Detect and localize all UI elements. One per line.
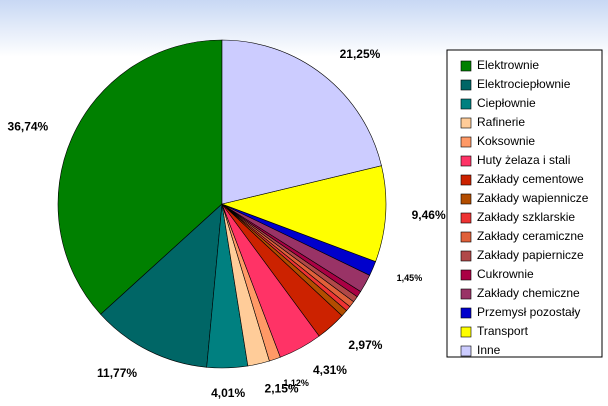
legend-swatch <box>460 193 472 205</box>
legend-swatch <box>460 117 472 129</box>
legend-label: Rafinerie <box>477 115 525 129</box>
legend-swatch <box>460 155 472 167</box>
legend-label: Zakłady szklarskie <box>477 210 575 224</box>
data-label: 21,25% <box>340 47 381 61</box>
legend-label: Koksownie <box>477 134 535 148</box>
legend-swatch <box>460 269 472 281</box>
legend-label: Elektrociepłownie <box>477 77 571 91</box>
pie-slice <box>221 39 382 205</box>
legend-label: Inne <box>477 343 501 357</box>
legend-swatch <box>460 326 472 338</box>
data-label: 4,31% <box>313 363 347 377</box>
legend-label: Przemysł pozostały <box>477 305 580 319</box>
legend-label: Cukrownie <box>477 267 534 281</box>
legend-label: Zakłady wapiennicze <box>477 191 589 205</box>
legend: Elektrownie Elektrociepłownie Ciepłownie Ra… <box>460 58 589 357</box>
data-label: 9,46% <box>412 208 446 222</box>
legend-swatch <box>460 79 472 91</box>
data-label: 11,77% <box>97 366 137 380</box>
legend-swatch <box>460 345 472 357</box>
legend-swatch <box>460 174 472 186</box>
legend-label: Huty żelaza i stali <box>477 153 570 167</box>
pie: 36,74% 11,77% 4,01% 2,15%1,12% 4,31%2,97% 1,4… <box>8 39 446 400</box>
legend-swatch <box>460 98 472 110</box>
data-label: 2,15% <box>265 381 299 395</box>
legend-label: Elektrownie <box>477 58 539 72</box>
legend-swatch <box>460 60 472 72</box>
legend-swatch <box>460 307 472 319</box>
legend-label: Zakłady ceramiczne <box>477 229 584 243</box>
legend-swatch <box>460 136 472 148</box>
legend-label: Zakłady papiernicze <box>477 248 584 262</box>
legend-swatch <box>460 212 472 224</box>
legend-label: Zakłady cementowe <box>477 172 584 186</box>
legend-label: Zakłady chemiczne <box>477 286 580 300</box>
legend-label: Ciepłownie <box>477 96 536 110</box>
legend-label: Transport <box>477 324 529 338</box>
data-label: 2,97% <box>348 338 382 352</box>
pie-slice <box>57 39 223 315</box>
pie-slice <box>100 203 223 368</box>
legend-swatch <box>460 288 472 300</box>
data-label: 1,12% <box>283 378 309 388</box>
legend-swatch <box>460 231 472 243</box>
pie-slice <box>220 165 387 262</box>
data-label: 4,01% <box>211 386 245 400</box>
legend-swatch <box>460 250 472 262</box>
legend-box <box>446 49 603 358</box>
data-label: 1,45% <box>397 273 423 283</box>
data-label: 36,74% <box>8 119 49 133</box>
